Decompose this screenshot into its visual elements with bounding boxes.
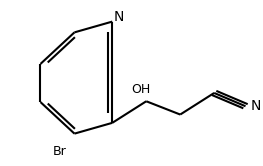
Text: OH: OH <box>132 83 151 96</box>
Text: N: N <box>114 10 124 24</box>
Text: N: N <box>250 99 261 113</box>
Text: Br: Br <box>53 145 67 158</box>
